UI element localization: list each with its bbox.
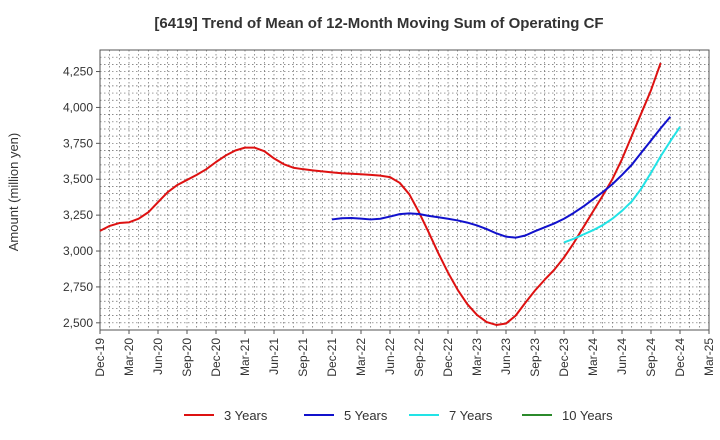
x-tick-label: Dec-22 bbox=[441, 338, 455, 377]
y-tick-label: 2,500 bbox=[63, 316, 93, 330]
x-tick-label: Sep-22 bbox=[412, 338, 426, 377]
y-axis-label: Amount (million yen) bbox=[6, 133, 21, 252]
x-tick-label: Mar-20 bbox=[122, 338, 136, 376]
grid bbox=[100, 49, 709, 331]
y-tick-label: 2,750 bbox=[63, 280, 93, 294]
x-tick-label: Mar-25 bbox=[702, 338, 716, 376]
y-tick-label: 4,000 bbox=[63, 100, 93, 114]
x-tick-label: Dec-23 bbox=[557, 338, 571, 377]
x-tick-label: Jun-23 bbox=[499, 338, 513, 375]
x-tick-label: Dec-24 bbox=[673, 338, 687, 377]
y-tick-label: 3,250 bbox=[63, 208, 93, 222]
series-line-7-years bbox=[563, 126, 681, 244]
x-tick-label: Dec-19 bbox=[93, 338, 107, 377]
series-line-3-years bbox=[99, 62, 662, 326]
x-tick-label: Jun-22 bbox=[383, 338, 397, 375]
legend-label: 3 Years bbox=[224, 408, 268, 423]
x-tick-label: Jun-24 bbox=[615, 338, 629, 375]
series-group bbox=[99, 62, 681, 326]
x-tick-label: Sep-23 bbox=[528, 338, 542, 377]
chart-title: [6419] Trend of Mean of 12-Month Moving … bbox=[154, 15, 603, 32]
x-tick-label: Mar-23 bbox=[470, 338, 484, 376]
legend: 3 Years 5 Years 7 Years 10 Years bbox=[184, 408, 613, 423]
legend-label: 5 Years bbox=[344, 408, 388, 423]
y-tick-label: 4,250 bbox=[63, 65, 93, 79]
x-tick-label: Dec-20 bbox=[209, 338, 223, 377]
plot-area bbox=[99, 49, 710, 331]
x-tick-label: Sep-24 bbox=[644, 338, 658, 377]
legend-label: 10 Years bbox=[562, 408, 613, 423]
x-tick-label: Mar-21 bbox=[238, 338, 252, 376]
x-tick-label: Sep-21 bbox=[296, 338, 310, 377]
y-tick-label: 3,000 bbox=[63, 244, 93, 258]
x-tick-label: Sep-20 bbox=[180, 338, 194, 377]
x-tick-label: Dec-21 bbox=[325, 338, 339, 377]
x-tick-label: Mar-22 bbox=[354, 338, 368, 376]
x-tick-label: Mar-24 bbox=[586, 338, 600, 376]
legend-label: 7 Years bbox=[449, 408, 493, 423]
y-axis-ticks: 2,500 2,750 3,000 3,250 3,500 3,750 4,000 4,250 bbox=[63, 65, 100, 330]
y-tick-label: 3,750 bbox=[63, 136, 93, 150]
y-tick-label: 3,500 bbox=[63, 172, 93, 186]
x-tick-label: Jun-20 bbox=[151, 338, 165, 375]
x-tick-label: Jun-21 bbox=[267, 338, 281, 375]
x-axis-ticks: Dec-19 Mar-20 Jun-20 Sep-20 Dec-20 Mar-21 Jun-… bbox=[93, 330, 716, 377]
series-line-5-years bbox=[331, 116, 672, 239]
